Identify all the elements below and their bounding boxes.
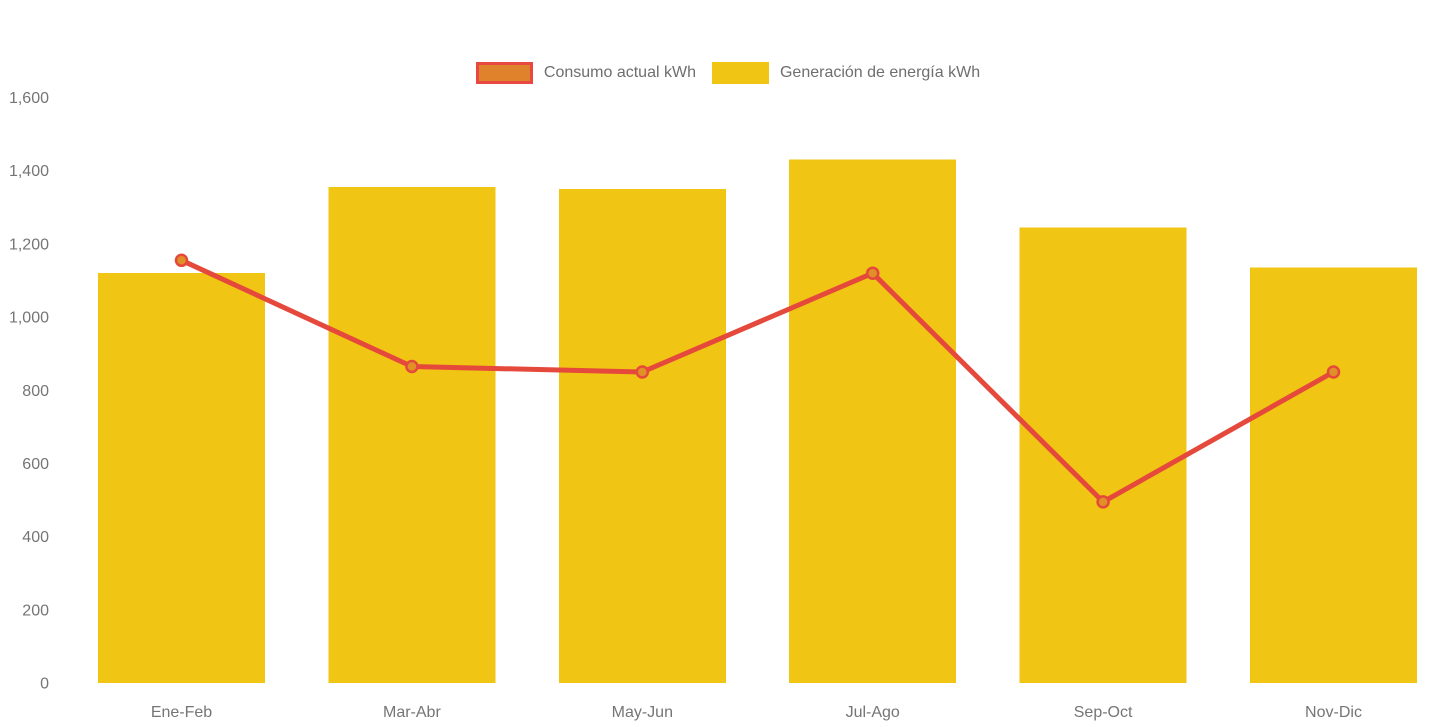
y-axis-tick-label: 600	[22, 456, 49, 473]
line-point-Sep-Oct[interactable]	[1096, 495, 1110, 509]
y-axis-tick-label: 1,000	[9, 310, 49, 327]
line-point-Ene-Feb[interactable]	[174, 253, 189, 268]
x-axis-tick-label: May-Jun	[612, 704, 673, 721]
bar-Mar-Abr[interactable]	[328, 187, 496, 683]
x-axis-tick-label: Ene-Feb	[151, 704, 212, 721]
line-point-Mar-Abr[interactable]	[405, 359, 419, 374]
x-axis-tick-label: Mar-Abr	[383, 704, 441, 721]
bar-Nov-Dic[interactable]	[1250, 267, 1417, 683]
y-axis-tick-label: 400	[22, 529, 49, 546]
line-point-May-Jun[interactable]	[635, 365, 650, 379]
y-axis-tick-label: 1,400	[9, 163, 49, 180]
y-axis-tick-label: 800	[22, 383, 49, 400]
y-axis-tick-label: 0	[40, 676, 49, 693]
x-axis-tick-label: Jul-Ago	[846, 704, 900, 721]
bar-Ene-Feb[interactable]	[98, 273, 265, 683]
legend-label-consumo-actual: Consumo actual kWh	[543, 64, 696, 81]
legend-swatch-generacion-energia-icon	[711, 62, 769, 84]
consumption-line	[179, 257, 1336, 505]
x-axis-tick-label: Nov-Dic	[1305, 704, 1362, 721]
bar-Jul-Ago[interactable]	[789, 159, 957, 683]
legend-item-generacion-energia[interactable]: Generación de energía kWh	[711, 62, 981, 84]
legend-swatch-consumo-actual-icon	[475, 62, 533, 84]
legend-item-consumo-actual[interactable]: Consumo actual kWh	[475, 62, 696, 84]
y-axis-tick-label: 200	[22, 602, 49, 619]
legend-label-generacion-energia: Generación de energía kWh	[779, 64, 981, 81]
bar-May-Jun[interactable]	[558, 189, 726, 683]
y-axis-tick-label: 1,200	[9, 236, 49, 253]
line-point-Nov-Dic[interactable]	[1326, 365, 1341, 379]
bar-Sep-Oct[interactable]	[1019, 227, 1187, 683]
line-point-Jul-Ago[interactable]	[865, 266, 880, 280]
x-axis-tick-label: Sep-Oct	[1074, 704, 1133, 721]
chart-legend: Consumo actual kWh Generación de energía…	[0, 62, 1456, 84]
y-axis-tick-label: 1,600	[9, 90, 49, 107]
